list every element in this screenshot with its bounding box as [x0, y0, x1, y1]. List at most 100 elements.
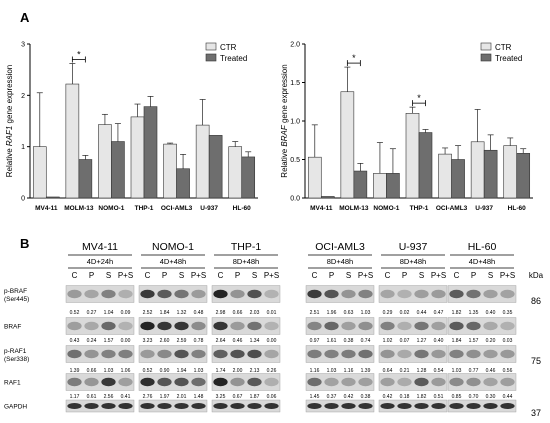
c2-bar-ctr: [503, 145, 518, 199]
densitometry-value: 0.42: [344, 394, 354, 400]
protein-band: [449, 321, 464, 331]
blot-strip: [138, 373, 208, 391]
protein-band: [307, 289, 322, 299]
lane-label: P+S: [358, 271, 373, 280]
protein-band: [174, 321, 189, 331]
c1-legend-label: Treated: [220, 54, 247, 63]
densitometry-value: 0.26: [267, 368, 277, 374]
protein-band: [500, 289, 515, 299]
protein-band: [67, 289, 82, 299]
lane-label: P: [471, 271, 476, 280]
densitometry-value: 1.03: [327, 368, 337, 374]
protein-band: [449, 289, 464, 299]
protein-band: [341, 349, 356, 359]
densitometry-value: 1.48: [194, 394, 204, 400]
densitometry-value: 0.00: [121, 338, 131, 344]
lane-label: C: [454, 271, 460, 280]
blot-strip: [211, 399, 281, 413]
blot-strip: [305, 317, 375, 335]
treatment-condition: 8D+48h: [233, 257, 259, 266]
lane-label: S: [252, 271, 257, 280]
protein-band: [191, 403, 206, 409]
densitometry-value: 0.18: [400, 394, 410, 400]
densitometry-value: 0.02: [400, 310, 410, 316]
densitometry-value: 3.25: [216, 394, 226, 400]
protein-band: [213, 403, 228, 409]
densitometry-value: 0.63: [344, 310, 354, 316]
treatment-condition: 4D+48h: [469, 257, 495, 266]
densitometry-value: 0.01: [267, 310, 277, 316]
c2-x-tick-label: HL-60: [508, 205, 526, 212]
c1-bar-treated: [208, 135, 223, 199]
protein-band: [307, 377, 322, 387]
c2-x-tick-label: THP-1: [410, 205, 429, 212]
protein-band: [140, 403, 155, 409]
blot-strip: [378, 399, 448, 413]
blot-strip: [65, 345, 135, 363]
protein-band: [67, 349, 82, 359]
c2-legend-label: Treated: [495, 54, 522, 63]
protein-band: [449, 403, 464, 409]
c2-bar-treated: [516, 153, 531, 199]
protein-band: [101, 377, 116, 387]
protein-band: [380, 321, 395, 331]
blot-row-label: p-BRAF: [4, 288, 27, 295]
densitometry-value: 1.96: [327, 310, 337, 316]
densitometry-value: 1.28: [417, 368, 427, 374]
kda-header: kDa: [529, 271, 544, 280]
c2-bar-treated: [451, 159, 465, 199]
densitometry-value: 0.41: [121, 394, 131, 400]
c1-bar-ctr: [228, 146, 243, 199]
blot-row-label-site: (Ser445): [4, 296, 29, 303]
densitometry-value: 0.74: [361, 338, 371, 344]
c2-bar-ctr: [340, 91, 355, 199]
c1-x-tick-label: THP-1: [135, 205, 154, 212]
c2-bar-treated: [353, 170, 368, 199]
lane-label: P: [89, 271, 94, 280]
c1-x-tick-label: HL-60: [233, 205, 251, 212]
protein-band: [247, 321, 262, 331]
protein-band: [483, 377, 498, 387]
densitometry-value: 0.30: [486, 394, 496, 400]
densitometry-value: 0.44: [503, 394, 513, 400]
kda-marker: 86: [531, 296, 541, 306]
blot-strip: [305, 373, 375, 391]
densitometry-value: 2.00: [233, 368, 243, 374]
protein-band: [140, 289, 155, 299]
lane-label: P: [329, 271, 334, 280]
protein-band: [174, 403, 189, 409]
densitometry-value: 0.27: [87, 310, 97, 316]
protein-band: [414, 403, 429, 409]
densitometry-value: 0.46: [486, 368, 496, 374]
protein-band: [397, 289, 412, 299]
protein-band: [307, 321, 322, 331]
protein-band: [431, 289, 446, 299]
densitometry-value: 1.32: [177, 310, 187, 316]
cell-line-name: MV4-11: [82, 241, 118, 253]
densitometry-value: 1.87: [250, 394, 260, 400]
protein-band: [358, 377, 373, 387]
protein-band: [264, 349, 279, 359]
densitometry-value: 0.24: [87, 338, 97, 344]
protein-band: [500, 377, 515, 387]
protein-band: [264, 289, 279, 299]
lane-label: C: [218, 271, 224, 280]
c2-x-tick-label: NOMO-1: [373, 205, 399, 212]
c2-x-tick-label: OCI-AML3: [436, 205, 468, 212]
lane-label: P+S: [431, 271, 446, 280]
lane-label: P+S: [500, 271, 515, 280]
densitometry-value: 1.82: [452, 310, 462, 316]
blot-row-label: GAPDH: [4, 404, 27, 411]
protein-band: [431, 349, 446, 359]
densitometry-value: 0.77: [469, 368, 479, 374]
blot-row-label: p-RAF1: [4, 348, 27, 355]
c1-x-tick-label: NOMO-1: [98, 205, 124, 212]
protein-band: [358, 403, 373, 409]
protein-band: [118, 377, 133, 387]
c2-significance-star: *: [417, 93, 421, 103]
lane-label: P+S: [264, 271, 279, 280]
c2-legend-swatch: [480, 53, 492, 62]
protein-band: [341, 403, 356, 409]
protein-band: [341, 321, 356, 331]
c1-bar-ctr: [98, 124, 112, 199]
